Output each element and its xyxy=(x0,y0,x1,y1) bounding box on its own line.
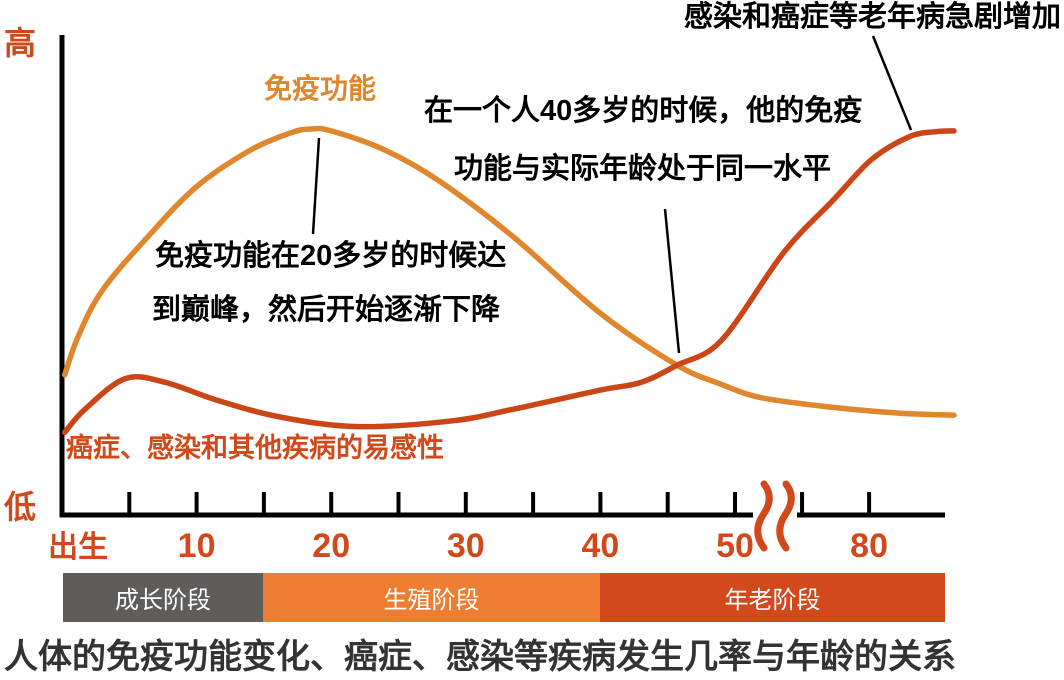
x-axis-tick-label: 80 xyxy=(850,527,888,565)
stage-band-reproductive: 生殖阶段 xyxy=(263,573,600,622)
annotation-forties-line1: 在一个人40多岁的时候，他的免疫 xyxy=(424,95,863,127)
callout-line-peak xyxy=(311,137,321,235)
x-axis-tick-label: 20 xyxy=(312,527,350,565)
annotation-peak-line2: 到巅峰，然后开始逐渐下降 xyxy=(152,294,501,326)
immune-curve-label: 免疫功能 xyxy=(264,73,377,104)
axis-break-mark xyxy=(776,480,795,552)
annotation-oldage-line1: 感染和癌症等老年病急剧增加 xyxy=(684,1,1062,33)
disease-susceptibility-curve xyxy=(61,128,957,436)
callout-line-forties xyxy=(663,208,681,354)
stage-band-aging-label: 年老阶段 xyxy=(724,587,821,614)
axis-break-mark xyxy=(754,480,773,552)
figure-caption: 人体的免疫功能变化、癌症、感染等疾病发生几率与年龄的关系 xyxy=(4,638,956,676)
stage-band-aging: 年老阶段 xyxy=(600,573,945,622)
y-axis-low-label: 低 xyxy=(4,489,37,525)
x-axis-tick-label: 50 xyxy=(716,527,754,565)
x-axis-tick-label: 出生 xyxy=(48,531,108,564)
annotation-peak-line1: 免疫功能在20多岁的时候达 xyxy=(155,240,507,272)
callout-line-oldage xyxy=(871,35,913,131)
stage-band-reproductive-label: 生殖阶段 xyxy=(383,587,480,614)
x-axis-tick-label: 30 xyxy=(447,527,485,565)
annotation-forties-line2: 功能与实际年龄处于同一水平 xyxy=(454,153,832,185)
disease-curve-label: 癌症、感染和其他疾病的易感性 xyxy=(66,433,444,463)
x-axis-tick-label: 40 xyxy=(581,527,619,565)
y-axis-high-label: 高 xyxy=(4,25,37,61)
stage-band-growth: 成长阶段 xyxy=(63,573,263,622)
immune-function-curve xyxy=(61,125,957,418)
x-axis-tick-label: 10 xyxy=(178,527,216,565)
stage-band-growth-label: 成长阶段 xyxy=(115,587,211,614)
